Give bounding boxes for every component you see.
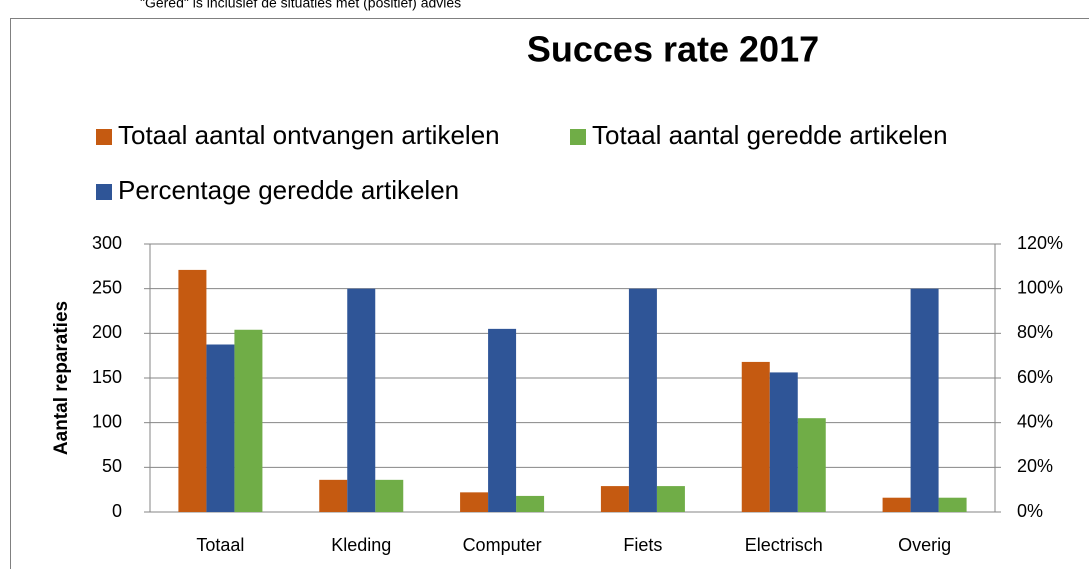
bar xyxy=(938,497,967,512)
y2-tick-label: 60% xyxy=(1017,367,1053,387)
note: "Gered" is inclusief de situaties met (p… xyxy=(140,0,461,11)
bar xyxy=(375,479,404,512)
y-tick-label: 300 xyxy=(92,233,122,253)
bar xyxy=(882,497,911,512)
x-tick-label: Computer xyxy=(463,535,542,555)
y2-tick-label: 100% xyxy=(1017,277,1063,297)
y-tick-label: 50 xyxy=(102,456,122,476)
legend-label: Percentage geredde artikelen xyxy=(118,175,459,205)
bar xyxy=(319,479,348,512)
y-tick-label: 200 xyxy=(92,322,122,342)
bar xyxy=(234,329,263,512)
bar xyxy=(628,288,657,512)
x-tick-label: Totaal xyxy=(196,535,244,555)
bar xyxy=(178,269,207,512)
y2-tick-label: 80% xyxy=(1017,322,1053,342)
bar xyxy=(910,288,939,512)
bar xyxy=(600,486,629,512)
y2-tick-label: 0% xyxy=(1017,501,1043,521)
bar xyxy=(460,492,489,512)
y-tick-label: 0 xyxy=(112,501,122,521)
x-tick-label: Electrisch xyxy=(745,535,823,555)
x-tick-label: Fiets xyxy=(623,535,662,555)
y-axis-title: Aantal reparaties xyxy=(51,301,72,455)
bar xyxy=(656,486,685,512)
legend-label: Totaal aantal ontvangen artikelen xyxy=(118,120,500,150)
y2-tick-label: 20% xyxy=(1017,456,1053,476)
x-tick-label: Kleding xyxy=(331,535,391,555)
legend: Totaal aantal ontvangen artikelen Totaal … xyxy=(96,120,948,205)
y-tick-label: 250 xyxy=(92,277,122,297)
y2-tick-label: 120% xyxy=(1017,233,1063,253)
chart-title: Succes rate 2017 xyxy=(527,29,819,70)
bar xyxy=(347,288,376,512)
bar xyxy=(741,361,770,512)
y-tick-label: 100 xyxy=(92,411,122,431)
y-tick-label: 150 xyxy=(92,367,122,387)
legend-swatch xyxy=(96,129,112,145)
bar xyxy=(769,372,798,512)
y2-tick-label: 40% xyxy=(1017,411,1053,431)
bar xyxy=(516,495,545,512)
bar xyxy=(206,344,235,512)
x-tick-label: Overig xyxy=(898,535,951,555)
legend-label: Totaal aantal geredde artikelen xyxy=(592,120,948,150)
bar xyxy=(797,418,826,512)
legend-swatch xyxy=(96,184,112,200)
bar xyxy=(488,328,517,512)
legend-swatch xyxy=(570,129,586,145)
